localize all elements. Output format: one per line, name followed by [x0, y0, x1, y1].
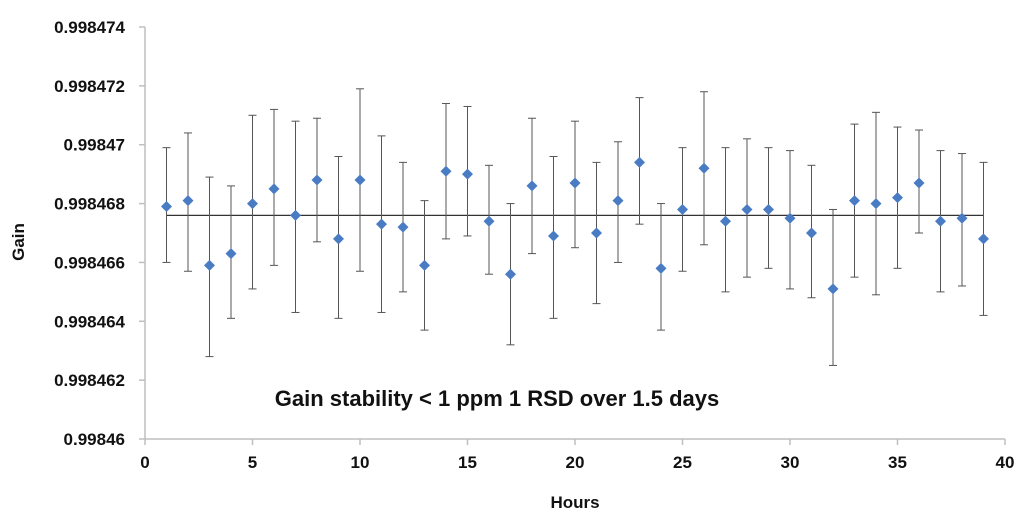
y-tick-label: 0.998468: [54, 195, 125, 214]
y-tick-label: 0.998474: [54, 18, 125, 37]
x-tick-label: 20: [566, 453, 585, 472]
chart-annotation: Gain stability < 1 ppm 1 RSD over 1.5 da…: [275, 386, 719, 411]
data-point: [978, 233, 989, 245]
data-point: [849, 195, 860, 207]
data-point: [225, 248, 237, 260]
data-point: [376, 218, 387, 230]
data-point: [526, 180, 538, 192]
data-point: [290, 209, 301, 221]
data-point: [419, 259, 430, 271]
x-tick-label: 5: [248, 453, 257, 472]
x-tick-label: 35: [888, 453, 907, 472]
x-tick-label: 30: [781, 453, 800, 472]
x-tick-label: 15: [458, 453, 477, 472]
y-axis-title: Gain: [9, 223, 28, 261]
data-point: [720, 215, 731, 227]
data-point: [935, 215, 946, 227]
data-point: [698, 162, 710, 174]
x-tick-label: 0: [140, 453, 149, 472]
data-point: [483, 215, 495, 227]
data-point: [268, 183, 280, 195]
data-point: [204, 259, 215, 271]
data-point: [569, 177, 581, 189]
y-tick-label: 0.99846: [64, 430, 125, 449]
data-point: [806, 227, 817, 239]
data-point: [892, 192, 903, 204]
data-point: [870, 198, 882, 210]
data-point: [677, 203, 688, 215]
data-point: [161, 201, 172, 213]
data-point: [354, 174, 366, 186]
data-point: [311, 174, 323, 186]
data-point: [182, 195, 194, 207]
x-axis-title: Hours: [550, 493, 599, 512]
data-point: [333, 233, 344, 245]
x-tick-marks: [144, 439, 1006, 445]
y-tick-label: 0.998466: [54, 253, 125, 272]
data-point: [591, 227, 602, 239]
x-tick-label: 25: [673, 453, 692, 472]
x-tick-labels: 0 5 10 15 20 25 30 35 40: [140, 453, 1014, 472]
y-tick-label: 0.998464: [54, 312, 125, 331]
data-point: [827, 283, 839, 295]
data-point: [655, 262, 667, 274]
data-point: [634, 156, 645, 168]
x-tick-label: 10: [351, 453, 370, 472]
data-point: [247, 198, 258, 210]
data-point: [462, 168, 473, 180]
y-tick-label: 0.99847: [64, 136, 125, 155]
y-tick-marks: [139, 26, 145, 440]
data-markers: [161, 156, 989, 295]
data-point: [913, 177, 925, 189]
data-point: [505, 268, 516, 280]
data-point: [741, 203, 753, 215]
data-point: [397, 221, 409, 233]
x-tick-label: 40: [996, 453, 1015, 472]
data-point: [956, 212, 968, 224]
data-point: [763, 203, 774, 215]
data-point: [440, 165, 452, 177]
data-point: [612, 195, 624, 207]
data-point: [548, 230, 559, 242]
data-point: [784, 212, 796, 224]
y-tick-label: 0.998462: [54, 371, 125, 390]
y-tick-label: 0.998472: [54, 77, 125, 96]
y-tick-labels: 0.99846 0.998462 0.998464 0.998466 0.998468 0…: [54, 18, 125, 449]
